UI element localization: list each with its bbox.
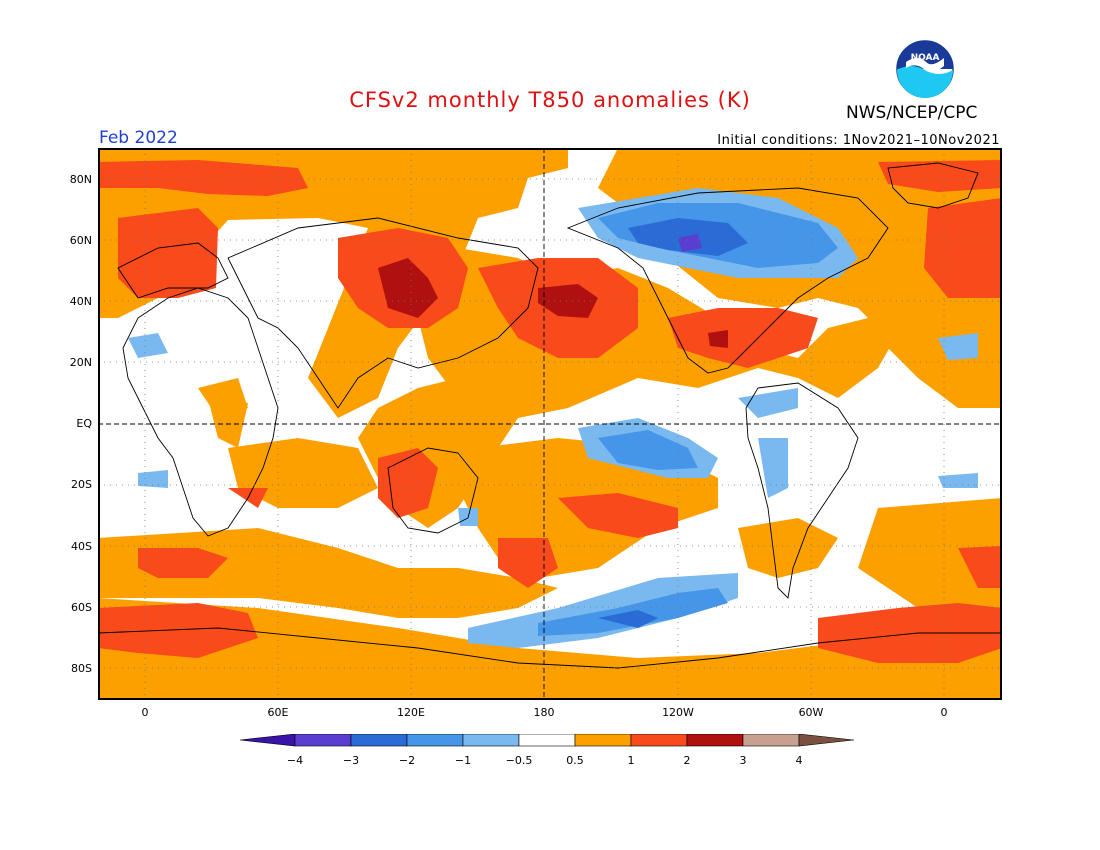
colorbar-segment [350,734,408,747]
lon-label-60e: 60E [267,706,289,719]
lat-label-80s: 80S [71,662,92,675]
colorbar-tick-label: −4 [287,754,303,767]
forecast-month: Feb 2022 [99,128,178,148]
colorbar-tick-label: −2 [399,754,415,767]
colorbar-segment [686,734,744,747]
colorbar: −4 −3 −2 −1 −0.5 0.5 1 2 3 4 [240,734,855,767]
coastlines [98,162,1002,669]
colorbar-tick-label: −3 [343,754,359,767]
colorbar-tick-label: 2 [684,754,691,767]
colorbar-segment [406,734,464,747]
map-frame [98,148,1002,700]
colorbar-segment [742,734,800,747]
lat-label-20n: 20N [69,356,92,369]
lon-label-0-right: 0 [940,706,948,719]
colorbar-tick-label: 4 [796,754,803,767]
equator-dateline [98,148,1002,700]
colorbar-tick-label: 3 [740,754,747,767]
logo-text: NOAA [911,53,940,63]
lat-label-60s: 60S [71,601,92,614]
lon-label-120w: 120W [662,706,694,719]
lon-label-180: 180 [533,706,555,719]
map-title: CFSv2 monthly T850 anomalies (K) [349,88,751,112]
anomaly-map [98,148,1002,700]
colorbar-tick-label: −0.5 [506,754,533,767]
noaa-logo: NOAA [896,40,954,98]
lat-label-eq: EQ [76,417,92,430]
lat-label-40s: 40S [71,540,92,553]
lat-label-20s: 20S [71,478,92,491]
lat-label-60n: 60N [69,234,92,247]
cold-anomaly-purple [678,234,702,252]
lon-label-0: 0 [141,706,149,719]
lat-label-80n: 80N [69,173,92,186]
colorbar-segment [462,734,520,747]
colorbar-tick-label: 0.5 [566,754,584,767]
lon-label-60w: 60W [798,706,824,719]
initial-conditions: Initial conditions: 1Nov2021–10Nov2021 [717,133,1000,148]
colorbar-segment [294,734,352,747]
colorbar-tick-label: −1 [455,754,471,767]
agency-label: NWS/NCEP/CPC [846,103,978,123]
colorbar-segment [798,734,855,747]
colorbar-segment [518,734,576,747]
lat-label-40n: 40N [69,295,92,308]
warm-anomaly-darkred [378,258,728,348]
colorbar-segment [630,734,688,747]
colorbar-segment [574,734,632,747]
colorbar-tick-label: 1 [628,754,635,767]
lon-label-120e: 120E [397,706,425,719]
colorbar-segment [240,734,296,747]
